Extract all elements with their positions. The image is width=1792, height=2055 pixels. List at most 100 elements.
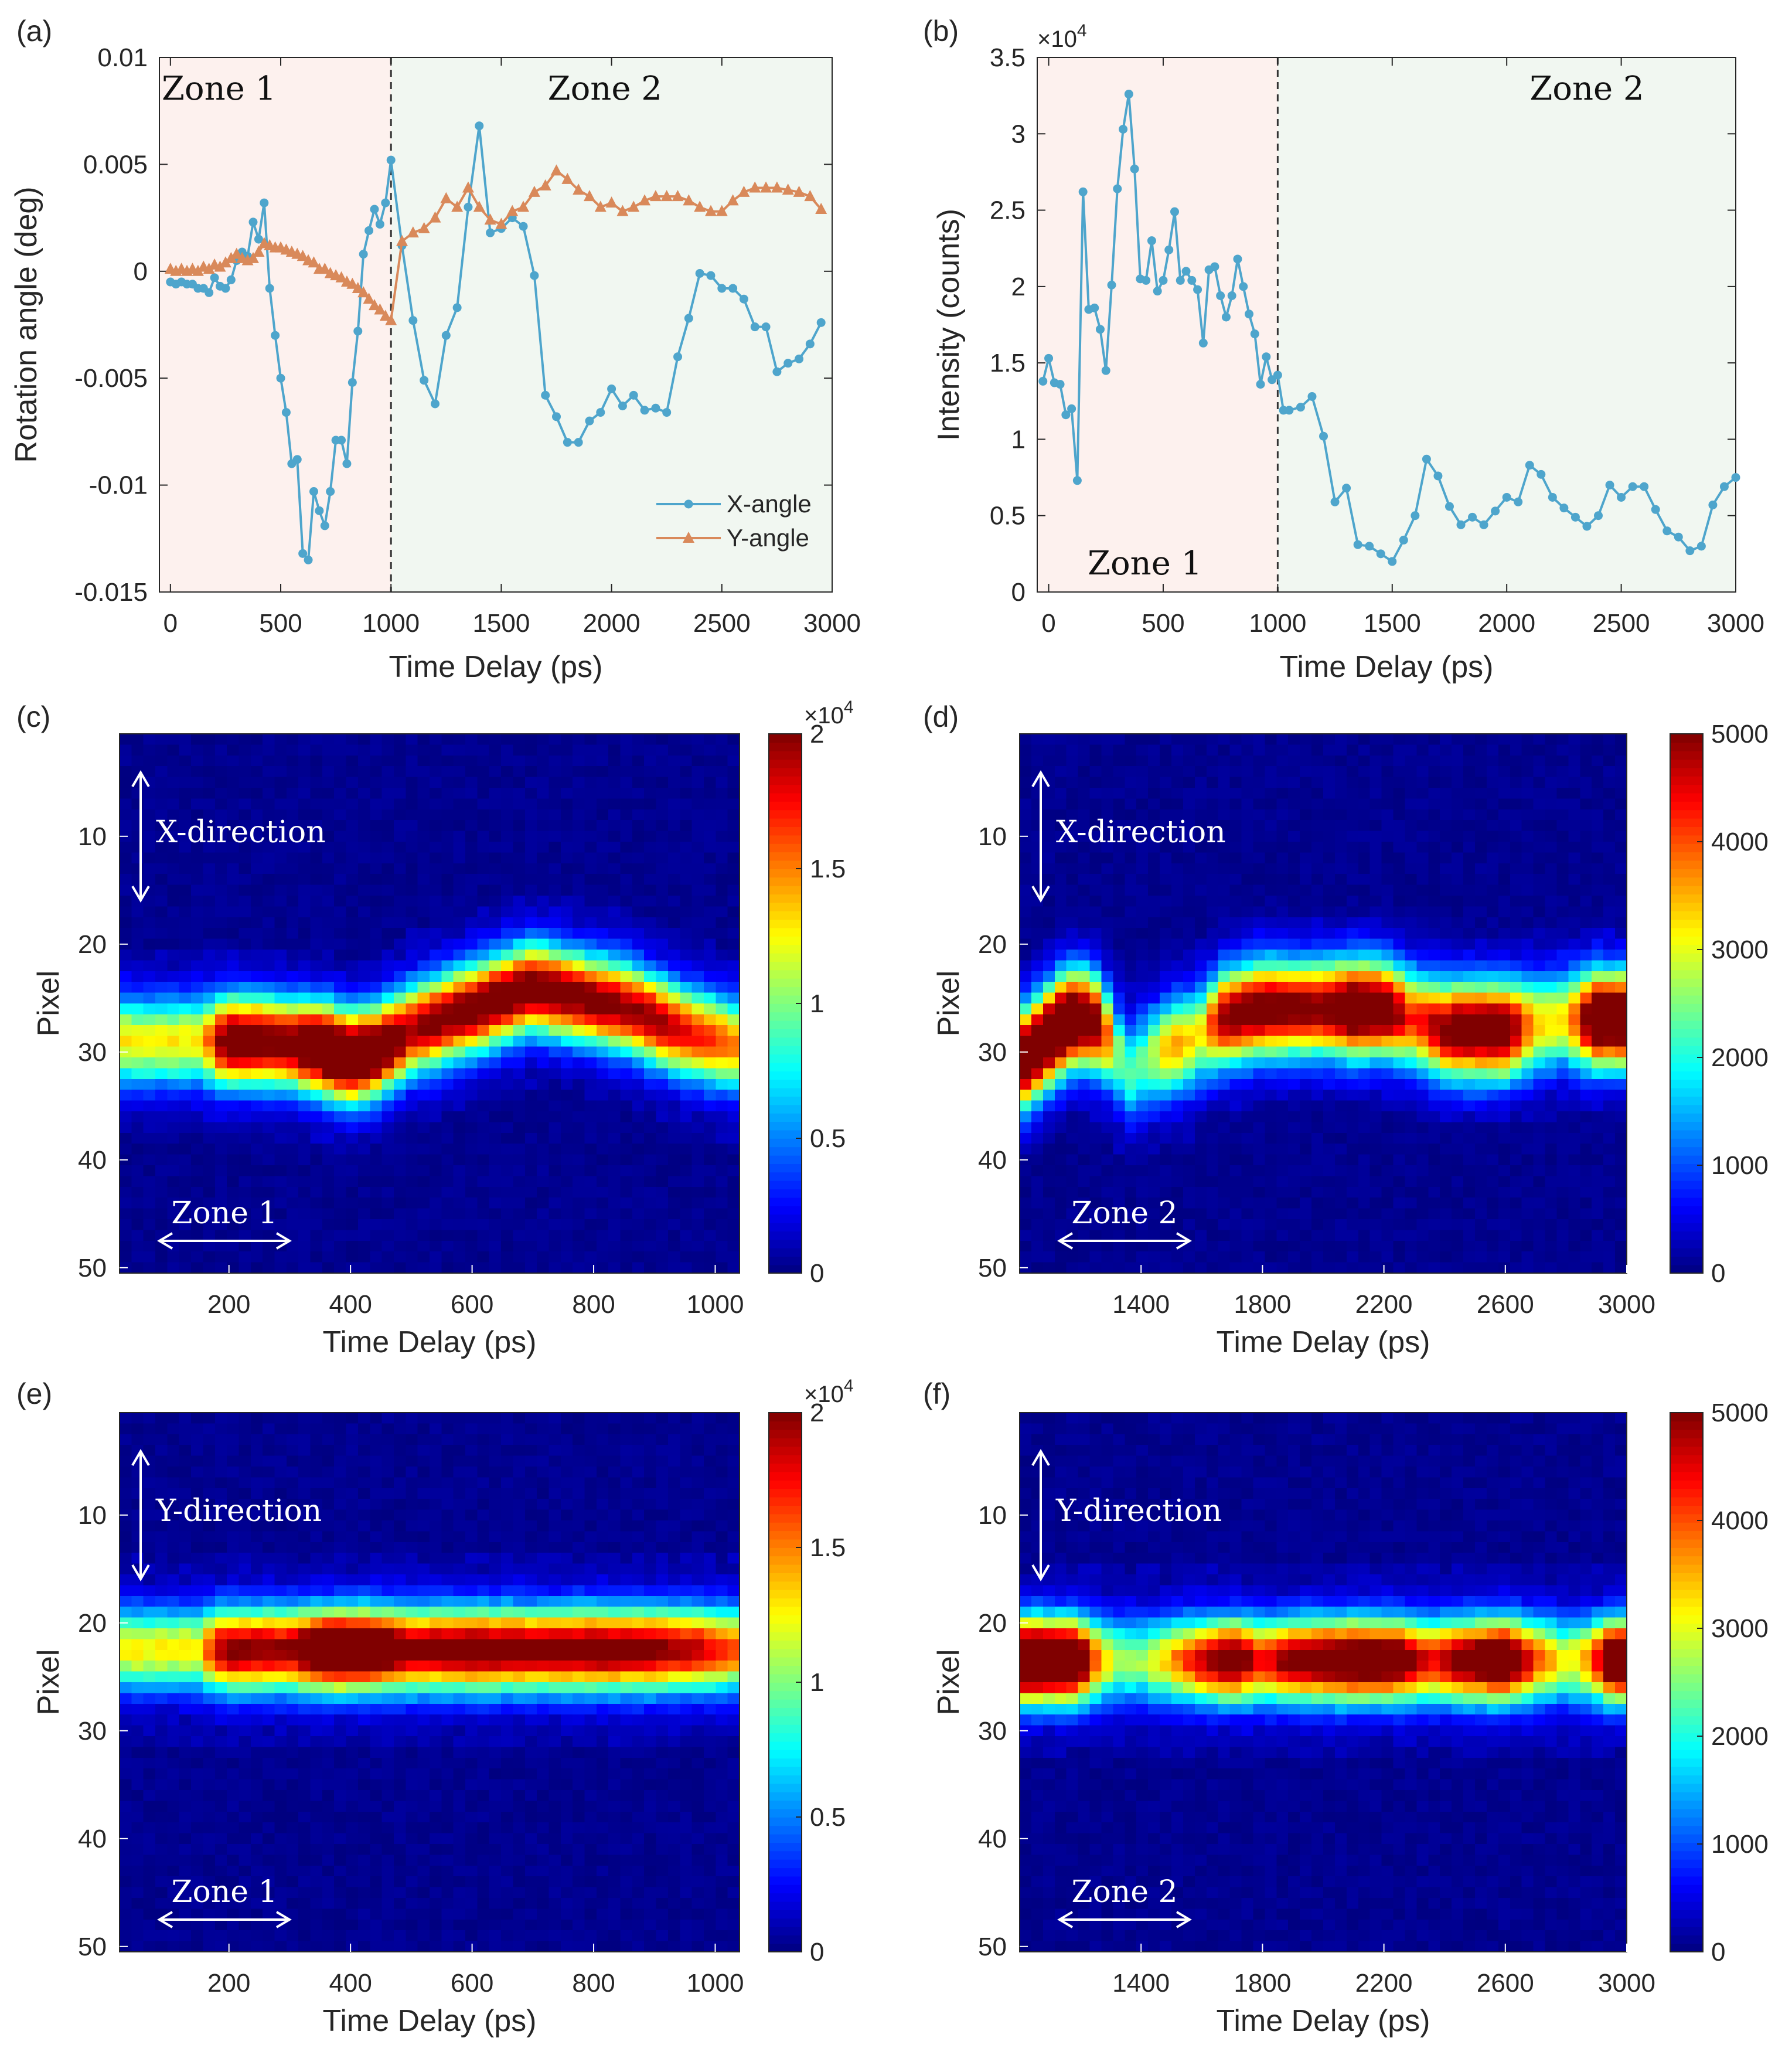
heatmap-cell xyxy=(286,1078,299,1090)
heatmap-cell xyxy=(131,852,144,864)
heatmap-cell xyxy=(1452,992,1464,1004)
heatmap-cell xyxy=(1229,831,1242,842)
zone-2-label: Zone 2 xyxy=(1529,70,1644,108)
heatmap-cell xyxy=(667,1154,680,1166)
heatmap-cell xyxy=(1043,831,1055,842)
heatmap-cell xyxy=(1265,1003,1277,1015)
heatmap-cell xyxy=(548,852,561,864)
heatmap-cell xyxy=(381,1036,394,1047)
heatmap-cell xyxy=(465,1078,478,1090)
heatmap-cell xyxy=(1113,1176,1126,1188)
heatmap-cell xyxy=(1054,1262,1067,1274)
heatmap-cell xyxy=(179,960,192,972)
heatmap-cell xyxy=(632,971,645,982)
heatmap-cell xyxy=(1171,960,1184,972)
heatmap-cell xyxy=(667,852,680,864)
heatmap-cell xyxy=(477,950,490,961)
heatmap-cell xyxy=(656,734,669,746)
heatmap-cell xyxy=(1334,852,1347,864)
heatmap-cell xyxy=(203,798,216,810)
heatmap-cell xyxy=(406,992,418,1004)
heatmap-cell xyxy=(1125,1144,1137,1155)
heatmap-cell xyxy=(716,1090,728,1101)
heatmap-cell xyxy=(1194,982,1207,994)
heatmap-cell xyxy=(322,1122,335,1134)
heatmap-cell xyxy=(1218,1251,1231,1263)
heatmap-cell xyxy=(1078,1208,1091,1220)
heatmap-cell xyxy=(704,788,717,799)
heatmap-cell xyxy=(667,960,680,972)
heatmap-cell xyxy=(441,1003,454,1015)
heatmap-cell xyxy=(322,1068,335,1080)
heatmap-cell xyxy=(513,809,526,821)
heatmap-cell xyxy=(1066,1197,1079,1209)
data-point xyxy=(694,200,706,212)
heatmap-cell xyxy=(1405,744,1418,756)
heatmap-cell xyxy=(1265,852,1277,864)
heatmap-cell xyxy=(1369,1251,1382,1263)
heatmap-cell xyxy=(1229,842,1242,853)
heatmap-cell xyxy=(1160,820,1172,832)
heatmap-cell xyxy=(191,928,204,940)
heatmap-cell xyxy=(1241,755,1254,767)
heatmap-cell xyxy=(548,798,561,810)
heatmap-cells xyxy=(1020,734,1627,1274)
heatmap-cell xyxy=(584,744,597,756)
heatmap-cell xyxy=(1276,1219,1289,1231)
heatmap-cell xyxy=(310,1219,323,1231)
heatmap-cell xyxy=(560,1036,573,1047)
heatmap-cell xyxy=(584,960,597,972)
heatmap-cell xyxy=(263,1090,275,1101)
heatmap-cell xyxy=(1381,1036,1394,1047)
heatmap-cell xyxy=(680,874,693,886)
heatmap-cell xyxy=(1101,1144,1114,1155)
heatmap-cell xyxy=(1440,971,1452,982)
heatmap-cell xyxy=(298,1025,311,1036)
heatmap-cell xyxy=(691,896,704,907)
heatmap-cell xyxy=(501,971,514,982)
heatmap-cell xyxy=(501,734,514,746)
heatmap-cell xyxy=(608,744,621,756)
heatmap-cell xyxy=(322,1014,335,1026)
heatmap-cell xyxy=(120,1122,132,1134)
heatmap-cell xyxy=(489,1132,502,1144)
heatmap-cell xyxy=(346,766,359,778)
heatmap-cell xyxy=(322,874,335,886)
heatmap-cell xyxy=(1089,1251,1102,1263)
heatmap-cell xyxy=(560,950,573,961)
heatmap-cell xyxy=(1148,788,1160,799)
heatmap-cell xyxy=(346,982,359,994)
heatmap-cell xyxy=(1183,1186,1195,1198)
heatmap-cell xyxy=(716,777,728,788)
heatmap-cell xyxy=(1125,1208,1137,1220)
heatmap-cell xyxy=(1253,831,1266,842)
data-point xyxy=(550,164,563,176)
heatmap-cell xyxy=(1440,788,1452,799)
heatmap-cell xyxy=(1241,1025,1254,1036)
heatmap-cell xyxy=(370,1111,383,1123)
heatmap-cell xyxy=(394,777,407,788)
heatmap-cell xyxy=(441,809,454,821)
heatmap-cell xyxy=(1101,1111,1114,1123)
heatmap-cell xyxy=(1311,842,1324,853)
heatmap-cell xyxy=(453,1036,466,1047)
heatmap-cell xyxy=(1183,1165,1195,1177)
heatmap-cell xyxy=(1393,938,1406,950)
heatmap-cell xyxy=(214,1186,227,1198)
heatmap-cell xyxy=(239,1186,251,1198)
heatmap-cell xyxy=(560,809,573,821)
heatmap-cell xyxy=(524,917,537,928)
heatmap-cell xyxy=(501,917,514,928)
heatmap-cell xyxy=(441,1132,454,1144)
heatmap-cell xyxy=(1113,1230,1126,1241)
heatmap-cell xyxy=(370,1090,383,1101)
heatmap-cell xyxy=(179,1197,192,1209)
heatmap-cell xyxy=(1218,906,1231,918)
heatmap-cell xyxy=(465,820,478,832)
heatmap-cell xyxy=(1393,734,1406,746)
heatmap-cell xyxy=(1428,992,1440,1004)
heatmap-cell xyxy=(513,874,526,886)
heatmap-cell xyxy=(1078,820,1091,832)
heatmap-cell xyxy=(120,950,132,961)
